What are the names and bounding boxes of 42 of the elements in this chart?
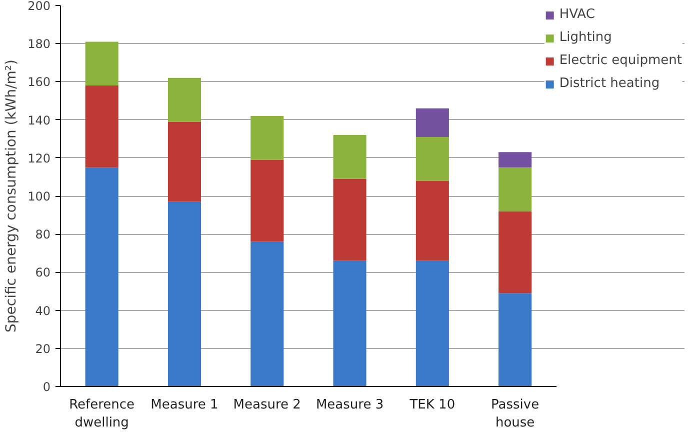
y-tick-label: 80 xyxy=(35,228,51,242)
bar xyxy=(498,167,532,212)
y-axis-title: Specific energy consumption (kWh/m²) xyxy=(4,60,20,332)
x-tick-label: Measure 2 xyxy=(233,398,301,412)
y-tick-label: 160 xyxy=(28,75,50,90)
y-tick-label: 100 xyxy=(28,190,50,204)
y-tick-label: 200 xyxy=(28,0,50,13)
x-tick-label: Passive house xyxy=(491,398,540,430)
bar xyxy=(498,211,532,294)
x-tick-label: TEK 10 xyxy=(408,398,456,412)
x-tick-label: Measure 3 xyxy=(316,398,384,412)
x-tick-label: Measure 1 xyxy=(150,398,218,412)
bar xyxy=(250,116,284,160)
y-tick-label: 180 xyxy=(28,37,50,52)
bar xyxy=(85,86,118,168)
bar xyxy=(416,260,449,386)
legend-label: District heating xyxy=(559,76,660,91)
bar xyxy=(250,242,284,386)
bar xyxy=(250,160,284,242)
bar xyxy=(168,202,202,386)
bar xyxy=(85,167,118,386)
y-tick-label: 120 xyxy=(28,151,50,166)
bar xyxy=(416,136,449,181)
bar xyxy=(416,108,449,137)
bar xyxy=(498,152,532,168)
bar xyxy=(333,135,366,179)
y-tick-label: 60 xyxy=(35,266,51,280)
bar xyxy=(85,42,118,86)
legend-label: Lighting xyxy=(559,30,612,45)
y-tick-label: 140 xyxy=(28,113,50,128)
x-tick-label: Reference dwelling xyxy=(69,398,135,430)
y-tick-label: 20 xyxy=(35,342,51,356)
bar xyxy=(168,78,202,122)
bar xyxy=(333,178,366,261)
y-tick-label: 0 xyxy=(42,380,51,394)
bar xyxy=(416,180,449,261)
bar xyxy=(333,260,366,386)
legend-label: Electric equipment xyxy=(559,53,682,68)
y-tick-label: 40 xyxy=(35,304,51,318)
bar xyxy=(168,122,202,202)
bar xyxy=(498,293,532,386)
legend-label: HVAC xyxy=(559,7,595,22)
